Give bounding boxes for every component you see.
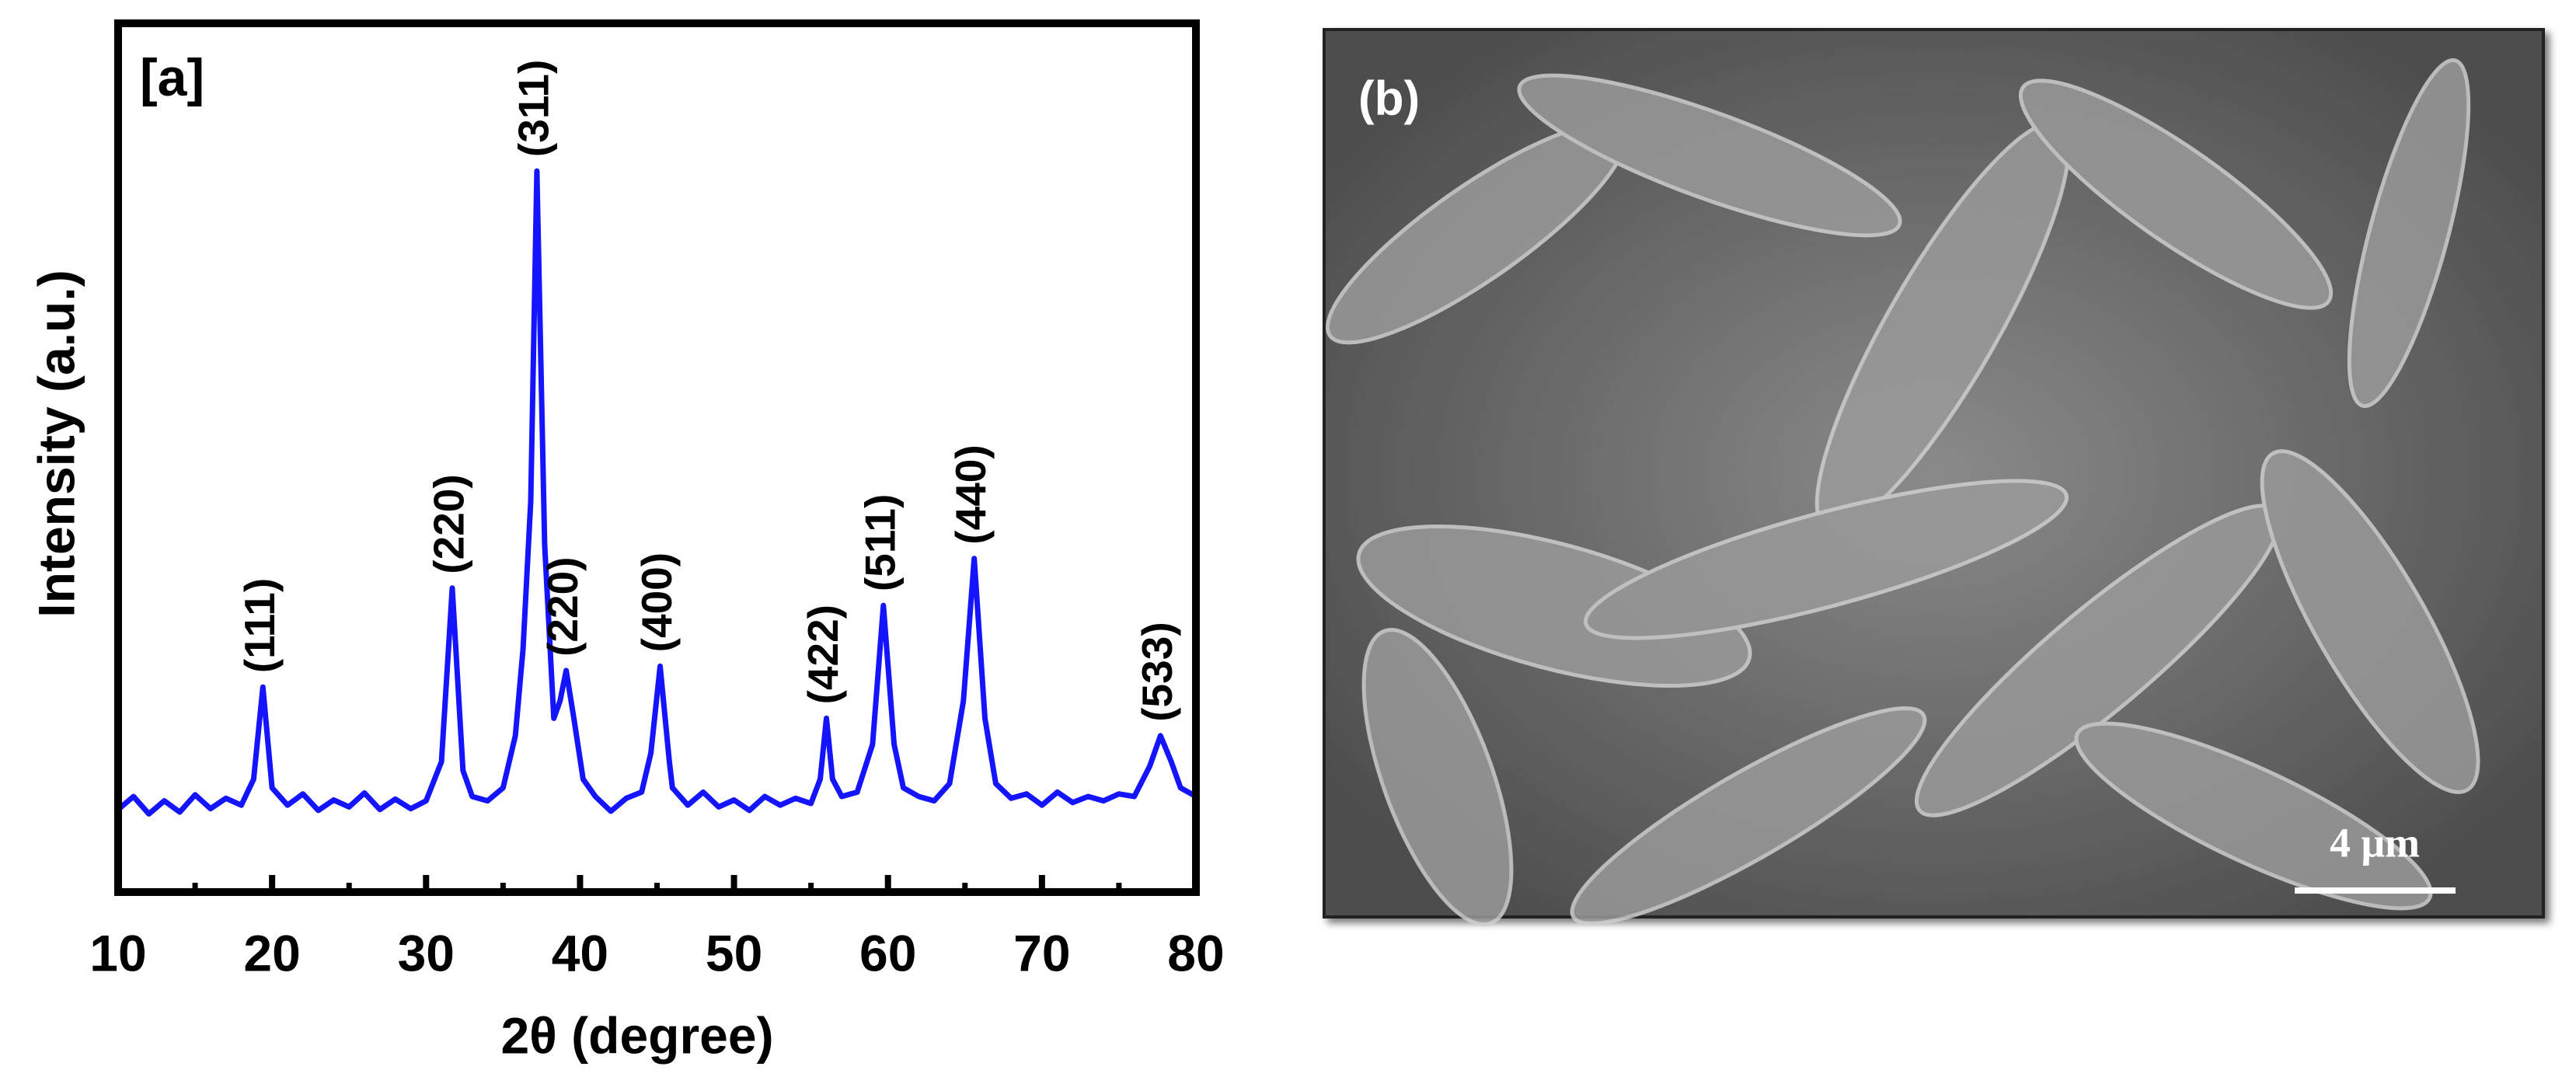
y-axis-label: Intensity (a.u.) xyxy=(27,270,85,617)
peak-label: (220) xyxy=(539,557,587,657)
peak-label: (533) xyxy=(1133,622,1181,721)
x-tick-label: 80 xyxy=(1167,924,1224,981)
peak-label: (111) xyxy=(235,578,284,673)
peak-label: (311) xyxy=(509,60,557,157)
xrd-line xyxy=(116,168,1197,817)
sem-image: (b) 4 μm xyxy=(1323,28,2545,926)
peak-label: (440) xyxy=(946,444,995,544)
flakes xyxy=(1325,58,2480,926)
peak-label: (400) xyxy=(633,552,681,652)
panel-label: (b) xyxy=(1358,71,1420,125)
x-tick-label: 70 xyxy=(1013,924,1070,981)
x-tick-label: 50 xyxy=(706,924,762,981)
scale-bar-label: 4 μm xyxy=(2330,819,2420,866)
x-axis-label: 2θ (degree) xyxy=(500,1006,773,1064)
x-tick-label: 40 xyxy=(552,924,608,981)
peak-label: (422) xyxy=(799,605,847,704)
panel-label: [a] xyxy=(140,48,204,107)
peak-label: (511) xyxy=(856,494,904,591)
plot-frame xyxy=(114,19,1200,896)
xrd-plot: 10 20 30 40 50 60 70 80 (111) (220) (311) (220) (400… xyxy=(89,19,1225,981)
x-tick-label: 10 xyxy=(89,924,146,981)
x-tick-label: 60 xyxy=(859,924,916,981)
x-tick-label: 20 xyxy=(243,924,300,981)
peak-label: (220) xyxy=(425,474,473,573)
x-tick-label: 30 xyxy=(398,924,455,981)
